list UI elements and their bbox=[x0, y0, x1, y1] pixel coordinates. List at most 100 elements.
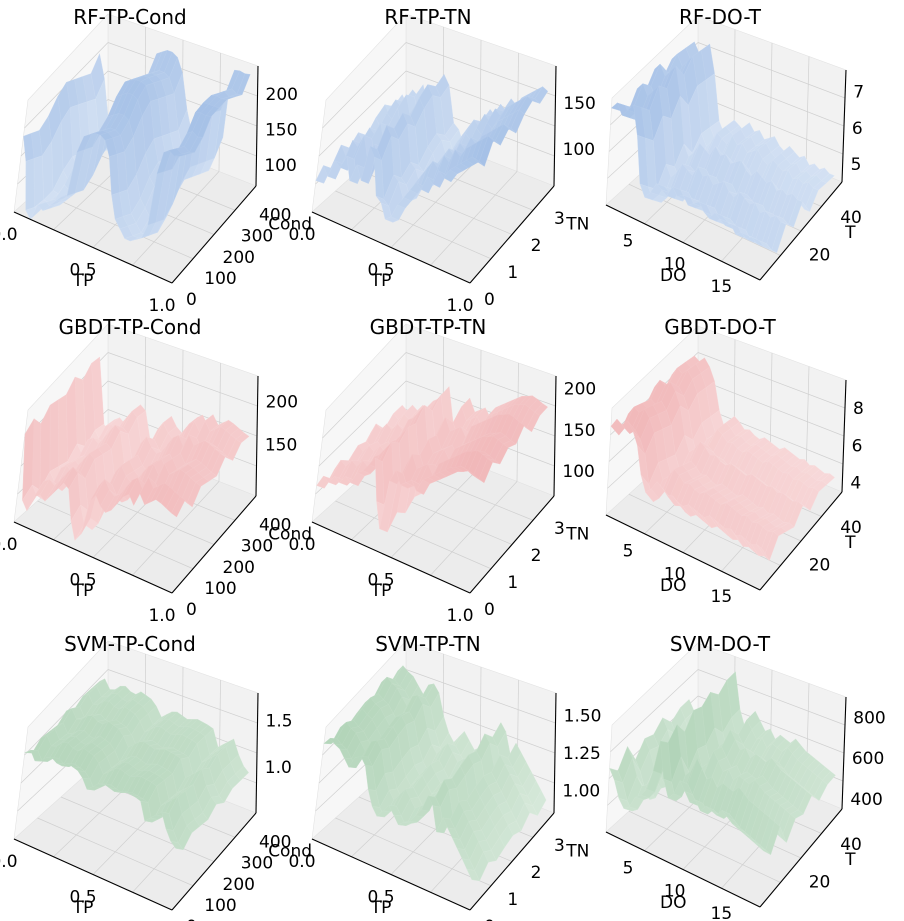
y-tick-label: 300 bbox=[241, 227, 273, 247]
x-axis-line bbox=[311, 838, 471, 911]
y-tick-label: 100 bbox=[204, 579, 236, 599]
subplot-rf-tp-cond: RF-TP-Cond0.00.51.0TP0100200300400Cond10… bbox=[0, 5, 312, 316]
grid-line bbox=[805, 366, 810, 478]
x-tick-label: 1.0 bbox=[148, 606, 175, 626]
z-tick-label: 150 bbox=[265, 436, 297, 456]
x-axis-label: TP bbox=[370, 271, 392, 291]
y-tick-label: 300 bbox=[241, 537, 273, 557]
z-axis-line bbox=[255, 65, 259, 187]
grid-line bbox=[430, 171, 518, 266]
x-tick-label: 1.0 bbox=[148, 296, 175, 316]
x-tick-label: 15 bbox=[711, 904, 733, 921]
z-tick-label: 100 bbox=[563, 140, 595, 160]
grid-line bbox=[318, 70, 407, 157]
surface-facet bbox=[57, 394, 68, 467]
surface-facet bbox=[758, 846, 771, 855]
grid-line bbox=[107, 669, 258, 724]
x-axis-line bbox=[13, 838, 173, 911]
grid-line bbox=[322, 42, 407, 129]
subplot-svm-do-t: SVM-DO-T 5 10 15 DO 20 40T 400 600 800 bbox=[605, 632, 886, 921]
y-axis-label: Cond bbox=[268, 215, 312, 235]
x-tick-label: 0.5 bbox=[69, 888, 96, 908]
y-tick-label: 40 bbox=[840, 518, 862, 538]
z-tick-label: 100 bbox=[562, 462, 594, 482]
subplot-title: RF-TP-TN bbox=[384, 5, 471, 29]
subplot-title: SVM-TP-TN bbox=[375, 632, 480, 656]
x-axis-line bbox=[13, 521, 173, 594]
y-axis-label: Cond bbox=[268, 525, 312, 545]
subplot-title: GBDT-DO-T bbox=[664, 315, 776, 339]
subplot-title: GBDT-TP-Cond bbox=[58, 315, 201, 339]
subplot-gbdt-tp-cond: GBDT-TP-Cond0.00.51.0TP0100200300400Cond… bbox=[0, 315, 312, 626]
z-tick-label: 600 bbox=[852, 749, 884, 769]
x-tick-label: 10 bbox=[664, 564, 686, 584]
x-tick-label: 0.5 bbox=[69, 571, 96, 591]
grid-line bbox=[610, 669, 699, 753]
y-tick-label: 200 bbox=[223, 248, 255, 268]
z-tick-label: 150 bbox=[563, 421, 595, 441]
x-axis-line bbox=[605, 514, 761, 591]
grid-line bbox=[405, 669, 556, 724]
y-axis-label: Cond bbox=[268, 842, 312, 862]
subplot-title: RF-TP-Cond bbox=[73, 5, 186, 29]
x-tick-label: 0.5 bbox=[367, 571, 394, 591]
y-tick-label: 40 bbox=[840, 835, 862, 855]
surface-facet bbox=[466, 868, 480, 882]
z-axis-line bbox=[841, 69, 847, 183]
x-tick-label: 0.0 bbox=[0, 535, 18, 555]
surface-facet bbox=[757, 544, 770, 561]
x-axis-label: TP bbox=[72, 581, 94, 601]
subplot-title: RF-DO-T bbox=[679, 5, 762, 29]
x-tick-label: 0.5 bbox=[69, 261, 96, 281]
y-axis-line bbox=[759, 808, 843, 908]
z-axis-line bbox=[841, 379, 847, 493]
x-tick-label: 0.0 bbox=[288, 535, 315, 555]
grid-line bbox=[697, 352, 846, 409]
z-tick-label: 1.5 bbox=[266, 712, 293, 732]
subplot-rf-do-t: RF-DO-T 5 10 15 DO 20 40T 5 6 7 bbox=[605, 5, 864, 297]
y-axis-line bbox=[171, 495, 257, 594]
y-axis-line bbox=[469, 185, 555, 284]
x-tick-label: 0.0 bbox=[288, 225, 315, 245]
grid-line bbox=[405, 42, 556, 97]
y-tick-label: 400 bbox=[259, 516, 291, 536]
z-tick-label: 1.50 bbox=[564, 707, 602, 727]
y-tick-label: 20 bbox=[809, 246, 831, 266]
x-axis-line bbox=[605, 204, 761, 281]
x-tick-label: 5 bbox=[623, 859, 634, 879]
subplot-gbdt-do-t: GBDT-DO-T 5 10 15 DO 20 40T 4 6 8 bbox=[605, 315, 864, 607]
y-tick-label: 0 bbox=[484, 290, 495, 310]
grid-line bbox=[318, 380, 407, 467]
z-tick-label: 1.0 bbox=[265, 758, 292, 778]
surface-facet bbox=[472, 156, 485, 167]
grid-line bbox=[132, 171, 220, 266]
y-axis-line bbox=[759, 181, 843, 281]
x-axis-label: DO bbox=[660, 576, 686, 596]
y-tick-label: 2 bbox=[531, 236, 542, 256]
y-tick-label: 0 bbox=[484, 600, 495, 620]
z-tick-label: 8 bbox=[853, 399, 864, 419]
y-tick-label: 3 bbox=[554, 836, 565, 856]
z-tick-label: 6 bbox=[852, 119, 863, 139]
y-tick-label: 0 bbox=[186, 917, 197, 921]
z-axis-line bbox=[255, 375, 259, 497]
y-axis-line bbox=[171, 812, 257, 911]
x-axis-line bbox=[311, 521, 471, 594]
grid-line bbox=[390, 466, 481, 558]
y-tick-label: 1 bbox=[507, 890, 518, 910]
y-tick-label: 400 bbox=[259, 833, 291, 853]
grid-line bbox=[697, 669, 846, 726]
x-tick-label: 5 bbox=[623, 542, 634, 562]
y-axis-label: T bbox=[844, 850, 856, 870]
y-tick-label: 2 bbox=[531, 546, 542, 566]
grid-line bbox=[805, 56, 810, 168]
grid-line bbox=[322, 352, 407, 439]
y-tick-label: 40 bbox=[840, 208, 862, 228]
z-tick-label: 5 bbox=[851, 155, 862, 175]
y-axis-line bbox=[469, 495, 555, 594]
z-axis-line bbox=[553, 65, 557, 187]
x-tick-label: 0.0 bbox=[0, 225, 18, 245]
